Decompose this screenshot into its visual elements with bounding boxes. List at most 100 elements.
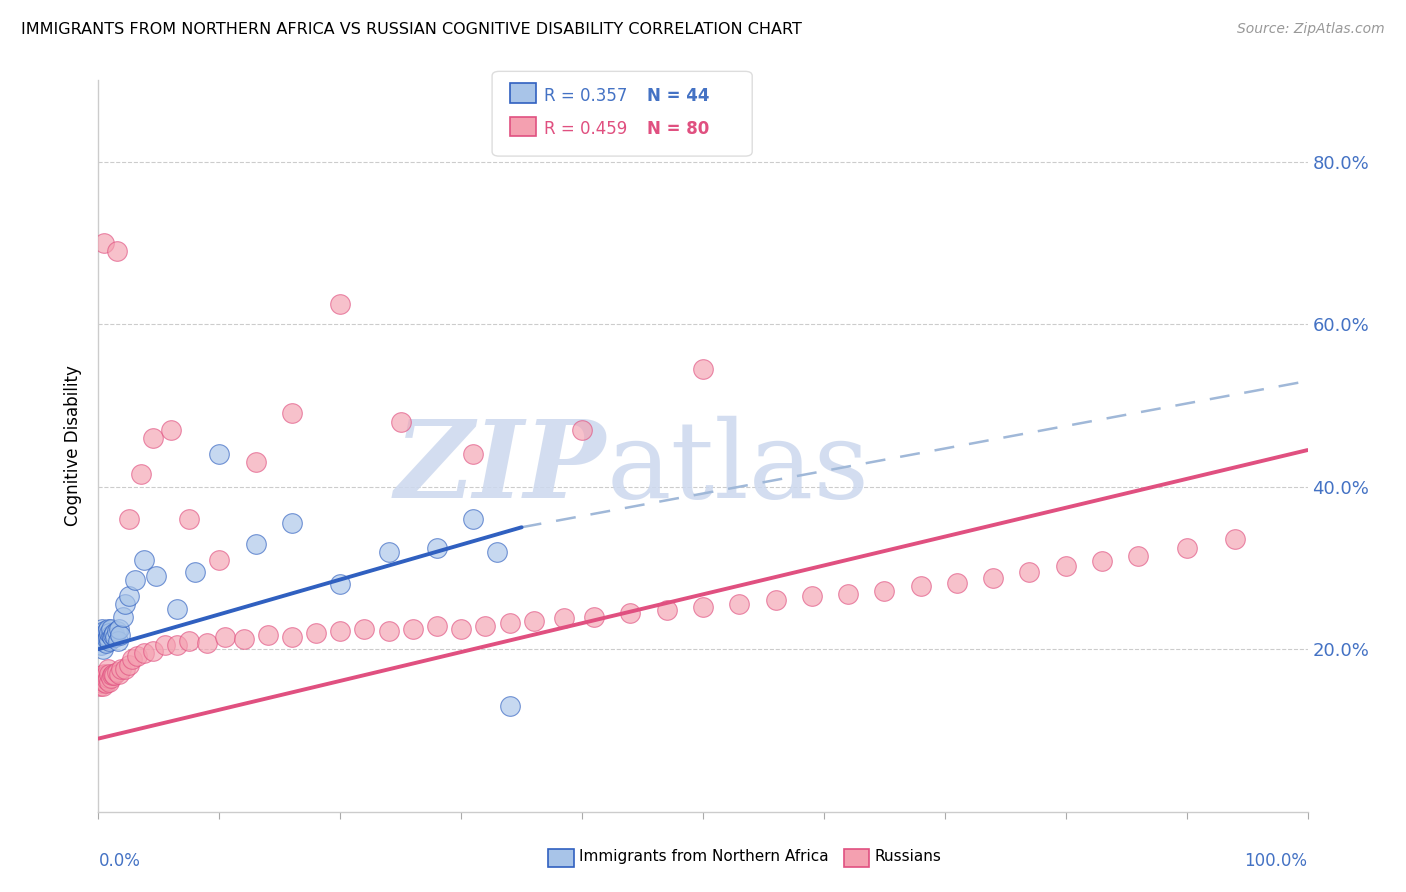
Point bbox=[98, 634, 121, 648]
Point bbox=[103, 668, 125, 682]
Point bbox=[90, 626, 112, 640]
Point bbox=[214, 630, 236, 644]
Point bbox=[108, 627, 131, 641]
Point bbox=[281, 407, 304, 421]
Point bbox=[463, 447, 485, 461]
Point bbox=[402, 622, 425, 636]
Point bbox=[98, 674, 121, 689]
Point bbox=[910, 579, 932, 593]
Point bbox=[1091, 554, 1114, 568]
Point bbox=[498, 699, 520, 714]
Point bbox=[108, 622, 131, 636]
Point bbox=[118, 590, 141, 604]
Point bbox=[195, 635, 218, 649]
Text: 100.0%: 100.0% bbox=[1244, 852, 1308, 870]
Point bbox=[103, 626, 125, 640]
Point bbox=[89, 679, 111, 693]
Point bbox=[89, 630, 111, 644]
Point bbox=[553, 611, 575, 625]
Point bbox=[91, 679, 114, 693]
Point bbox=[118, 658, 141, 673]
Point bbox=[91, 668, 114, 682]
Point bbox=[100, 622, 122, 636]
Point bbox=[94, 627, 117, 641]
Point bbox=[692, 599, 714, 614]
Point bbox=[946, 575, 969, 590]
Text: N = 44: N = 44 bbox=[647, 87, 709, 104]
Point bbox=[104, 630, 127, 644]
Text: Immigrants from Northern Africa: Immigrants from Northern Africa bbox=[579, 849, 830, 864]
Point bbox=[100, 671, 122, 685]
Point bbox=[837, 587, 859, 601]
Point bbox=[179, 512, 201, 526]
Point bbox=[1018, 565, 1040, 579]
Point bbox=[124, 573, 146, 587]
Point bbox=[134, 646, 156, 660]
Point bbox=[377, 544, 399, 558]
Point bbox=[160, 423, 183, 437]
Point bbox=[256, 627, 278, 641]
Point bbox=[94, 676, 117, 690]
Point bbox=[98, 666, 121, 681]
Point bbox=[619, 606, 641, 620]
Point bbox=[101, 627, 124, 641]
Point bbox=[97, 630, 120, 644]
Point bbox=[134, 553, 156, 567]
Point bbox=[100, 668, 122, 682]
Point bbox=[96, 673, 118, 687]
Point bbox=[142, 431, 165, 445]
Point bbox=[93, 674, 115, 689]
Point bbox=[101, 666, 124, 681]
Point bbox=[166, 601, 188, 615]
Text: Source: ZipAtlas.com: Source: ZipAtlas.com bbox=[1237, 22, 1385, 37]
Point bbox=[281, 516, 304, 531]
Point bbox=[110, 663, 132, 677]
Point bbox=[208, 553, 231, 567]
Point bbox=[97, 622, 120, 636]
Point bbox=[179, 634, 201, 648]
Point bbox=[232, 632, 254, 647]
Point bbox=[329, 297, 352, 311]
Point bbox=[1128, 549, 1150, 563]
Point bbox=[100, 627, 122, 641]
Point bbox=[583, 609, 606, 624]
Text: N = 80: N = 80 bbox=[647, 120, 709, 138]
Point bbox=[305, 626, 328, 640]
Point bbox=[981, 571, 1004, 585]
Point bbox=[91, 671, 114, 685]
Point bbox=[692, 361, 714, 376]
Point bbox=[91, 642, 114, 657]
Point bbox=[107, 634, 129, 648]
Point bbox=[121, 652, 143, 666]
Point bbox=[118, 512, 141, 526]
Point bbox=[100, 630, 122, 644]
Point bbox=[765, 593, 787, 607]
Point bbox=[96, 632, 118, 647]
Point bbox=[166, 638, 188, 652]
Point bbox=[873, 583, 896, 598]
Point bbox=[450, 622, 472, 636]
Point bbox=[426, 619, 449, 633]
Point bbox=[377, 624, 399, 639]
Point bbox=[498, 616, 520, 631]
Point bbox=[245, 536, 267, 550]
Text: 0.0%: 0.0% bbox=[98, 852, 141, 870]
Point bbox=[111, 609, 134, 624]
Point bbox=[90, 671, 112, 685]
Text: IMMIGRANTS FROM NORTHERN AFRICA VS RUSSIAN COGNITIVE DISABILITY CORRELATION CHAR: IMMIGRANTS FROM NORTHERN AFRICA VS RUSSI… bbox=[21, 22, 801, 37]
Point bbox=[114, 598, 136, 612]
Point bbox=[571, 423, 593, 437]
Point bbox=[114, 663, 136, 677]
Point bbox=[426, 541, 449, 555]
Point bbox=[93, 624, 115, 639]
Point bbox=[1054, 559, 1077, 574]
Point bbox=[105, 624, 128, 639]
Point bbox=[94, 635, 117, 649]
Point bbox=[655, 603, 678, 617]
Point bbox=[389, 415, 412, 429]
Point bbox=[91, 676, 114, 690]
Point bbox=[97, 663, 120, 677]
Point bbox=[1175, 541, 1198, 555]
Point bbox=[728, 598, 751, 612]
Point bbox=[96, 624, 118, 639]
